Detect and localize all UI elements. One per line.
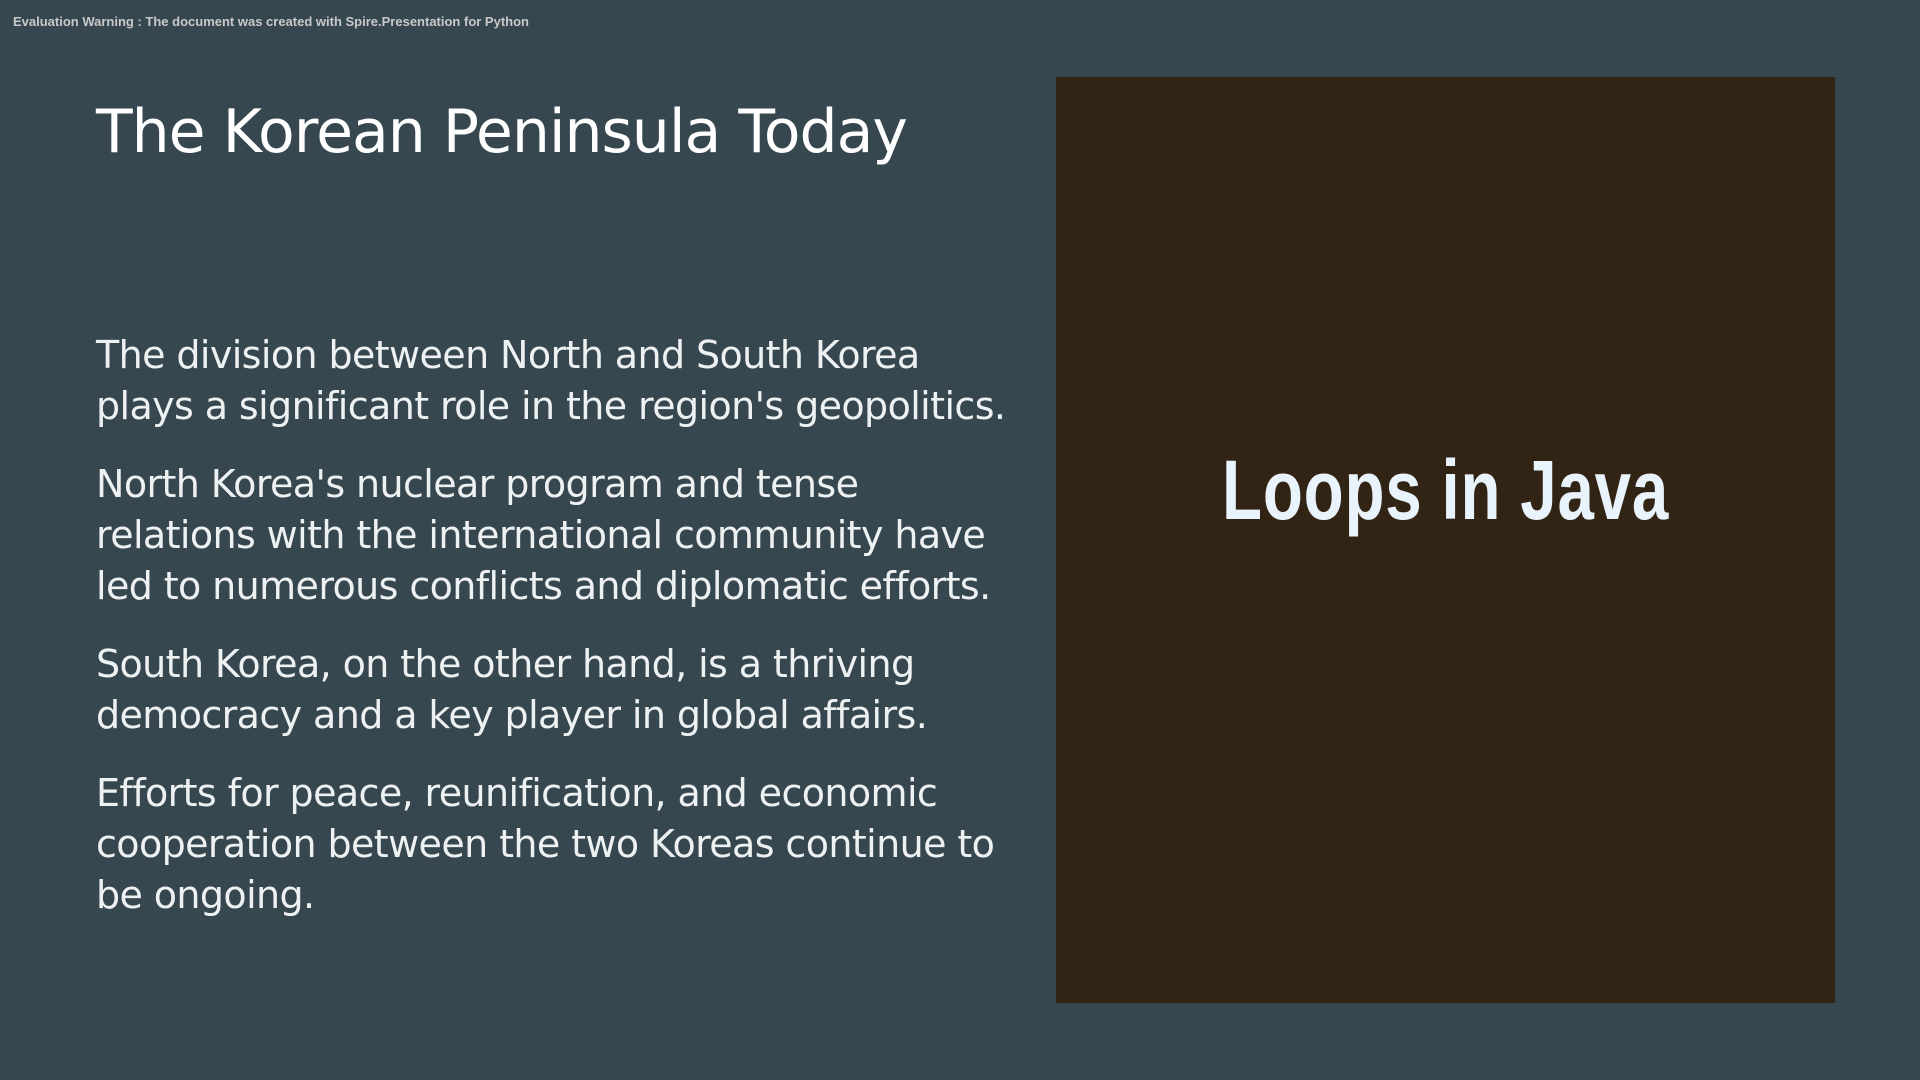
slide-image: Loops in Java bbox=[1056, 77, 1835, 1003]
image-caption: Loops in Java bbox=[1221, 442, 1670, 537]
slide-title: The Korean Peninsula Today bbox=[96, 97, 908, 167]
evaluation-watermark: Evaluation Warning : The document was cr… bbox=[13, 14, 529, 29]
slide-body: The division between North and South Kor… bbox=[96, 330, 1026, 948]
body-paragraph: North Korea's nuclear program and tense … bbox=[96, 462, 991, 608]
body-paragraph: The division between North and South Kor… bbox=[96, 333, 1006, 428]
body-paragraph: Efforts for peace, reunification, and ec… bbox=[96, 771, 995, 917]
body-paragraph: South Korea, on the other hand, is a thr… bbox=[96, 642, 928, 737]
